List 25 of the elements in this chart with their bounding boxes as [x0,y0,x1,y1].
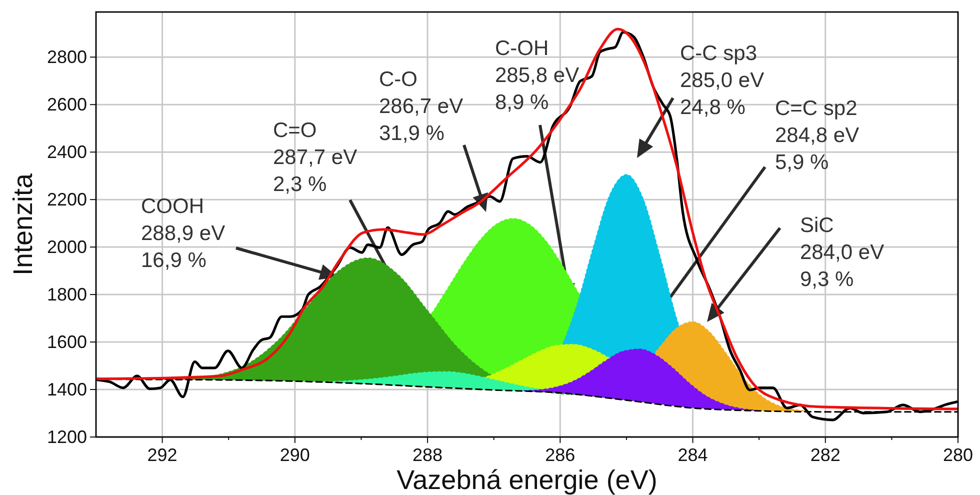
x-tick-label: 292 [147,445,178,465]
y-axis-title: Intenzita [8,172,38,276]
annotation: C=O 287,7 eV 2,3 % [273,119,358,196]
x-tick-label: 282 [810,445,840,465]
annotation: C-C sp3 285,0 eV 24,8 % [680,42,764,119]
x-tick-label: 286 [545,445,576,465]
annotation: COOH 288,9 eV 16,9 % [141,195,226,272]
x-tick-label: 288 [412,445,443,465]
y-tick-label: 2600 [46,94,87,115]
y-tick-label: 2400 [46,142,87,162]
annotation: C=C sp2 284,8 eV 5,9 % [775,97,860,174]
annotation: C-OH 285,8 eV 8,9 % [495,37,580,114]
x-tick-label: 280 [942,445,974,465]
x-axis-title: Vazebná energie (eV) [396,465,658,495]
y-tick-label: 2000 [46,237,87,258]
y-tick-label: 1600 [46,332,87,352]
y-tick-label: 2800 [46,47,87,68]
x-tick-label: 290 [280,445,310,465]
y-tick-label: 1200 [46,427,87,447]
y-tick-label: 2200 [46,190,87,210]
x-tick-label: 284 [678,445,708,465]
y-tick-label: 1800 [46,284,87,305]
annotation: SiC 284,0 eV 9,3 % [800,214,884,291]
y-tick-label: 1400 [46,380,87,400]
annotation: C-O 286,7 eV 31,9 % [379,68,464,145]
